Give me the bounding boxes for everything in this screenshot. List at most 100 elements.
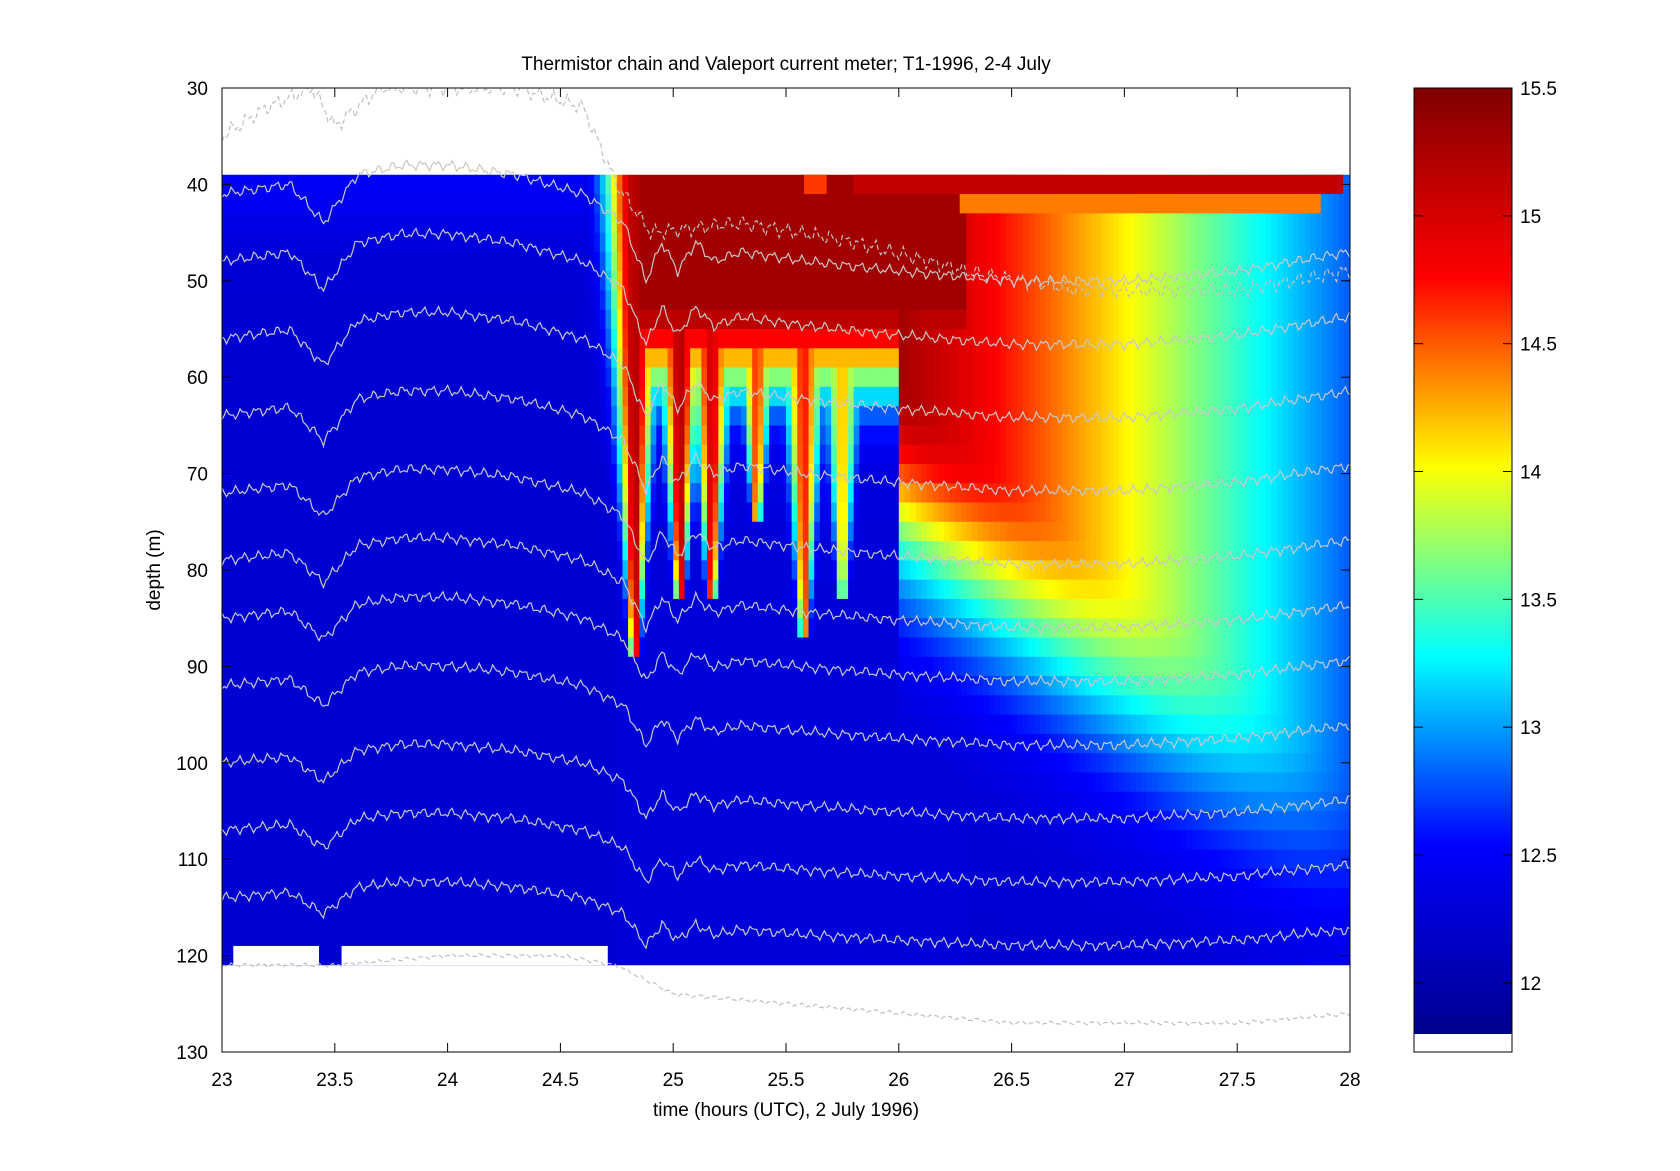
heatmap-cell [425, 868, 432, 889]
heatmap-cell [656, 772, 663, 793]
heatmap-cell [616, 560, 624, 581]
heatmap-cell [577, 849, 584, 870]
heatmap-cell [718, 425, 725, 446]
heatmap-cell [876, 502, 883, 523]
heatmap-cell [566, 309, 573, 330]
heatmap-cell [707, 521, 714, 542]
heatmap-cell [334, 907, 342, 928]
heatmap-cell [667, 868, 674, 889]
heatmap-cell [791, 714, 798, 735]
heatmap-cell [757, 271, 765, 292]
heatmap-cell [413, 174, 420, 195]
heatmap-cell [357, 868, 364, 889]
heatmap-cell [289, 868, 296, 889]
heatmap-cell [831, 444, 838, 465]
heatmap-cell [458, 483, 466, 504]
heatmap-cell [707, 463, 714, 484]
heatmap-cell [267, 541, 274, 561]
heatmap-cell [853, 560, 860, 581]
heatmap-cell [746, 213, 753, 234]
heatmap-cell [893, 637, 900, 658]
heatmap-cell [413, 386, 420, 407]
heatmap-cell [346, 888, 353, 908]
heatmap-cell [729, 444, 736, 465]
heatmap-cell [566, 579, 573, 600]
heatmap-cell [695, 521, 702, 542]
heatmap-cell [887, 483, 894, 504]
heatmap-cell [379, 618, 387, 639]
heatmap-cell [836, 502, 843, 523]
heatmap-cell [413, 676, 420, 696]
heatmap-cell [238, 791, 246, 812]
heatmap-cell [374, 733, 381, 754]
heatmap-cell [470, 598, 477, 619]
heatmap-cell [729, 945, 736, 966]
heatmap-cell [430, 656, 437, 677]
heatmap-cell [853, 676, 860, 696]
heatmap-cell [605, 772, 612, 793]
heatmap-cell [295, 656, 302, 677]
heatmap-cell [300, 213, 308, 234]
heatmap-cell [876, 695, 883, 716]
heatmap-cell [402, 502, 409, 523]
heatmap-cell [701, 367, 708, 388]
heatmap-cell [740, 444, 748, 465]
heatmap-cell [402, 444, 409, 465]
heatmap-cell [791, 811, 798, 831]
heatmap-cell [272, 579, 279, 600]
heatmap-cell [368, 232, 375, 253]
heatmap-cell [893, 733, 900, 754]
heatmap-cell [904, 830, 911, 851]
heatmap-cell [267, 251, 274, 272]
heatmap-cell [842, 425, 849, 446]
heatmap-cell [611, 888, 618, 908]
heatmap-cell [430, 733, 437, 754]
heatmap-cell [464, 425, 471, 446]
heatmap-cell [898, 618, 906, 639]
heatmap-cell [374, 541, 381, 561]
heatmap-cell [673, 849, 680, 870]
heatmap-cell [701, 271, 708, 292]
heatmap-cell [639, 811, 646, 831]
heatmap-cell [379, 656, 387, 677]
heatmap-cell [374, 329, 381, 349]
heatmap-cell [312, 174, 319, 195]
heatmap-cell [819, 213, 827, 234]
heatmap-cell [791, 598, 798, 619]
heatmap-cell [712, 502, 719, 523]
heatmap-cell [616, 521, 624, 542]
heatmap-cell [447, 271, 454, 292]
heatmap-cell [543, 483, 550, 504]
heatmap-cell [582, 733, 590, 754]
heatmap-cell [763, 309, 770, 330]
heatmap-cell [571, 907, 578, 928]
heatmap-cell [684, 232, 691, 253]
heatmap-cell [656, 425, 663, 446]
heatmap-cell [504, 309, 511, 330]
heatmap-cell [769, 329, 776, 349]
heatmap-cell [633, 194, 640, 214]
heatmap-cell [374, 695, 381, 716]
heatmap-cell [712, 521, 719, 542]
heatmap-cell [842, 329, 849, 349]
heatmap-cell [396, 598, 404, 619]
heatmap-cell [678, 444, 686, 465]
heatmap-cell [368, 483, 375, 504]
heatmap-cell [340, 868, 347, 889]
heatmap-cell [819, 791, 827, 812]
heatmap-cell [329, 309, 336, 330]
heatmap-cell [306, 656, 313, 677]
heatmap-cell [261, 579, 268, 600]
heatmap-cell [870, 926, 877, 947]
heatmap-cell [346, 926, 353, 947]
heatmap-cell [554, 463, 561, 484]
heatmap-cell [678, 907, 686, 928]
heatmap-cell [611, 483, 618, 504]
heatmap-cell [791, 637, 798, 658]
heatmap-cell [436, 579, 443, 600]
heatmap-cell [475, 888, 483, 908]
heatmap-cell [374, 618, 381, 639]
heatmap-cell [272, 714, 279, 735]
heatmap-cell [532, 213, 539, 234]
heatmap-cell [227, 733, 234, 754]
